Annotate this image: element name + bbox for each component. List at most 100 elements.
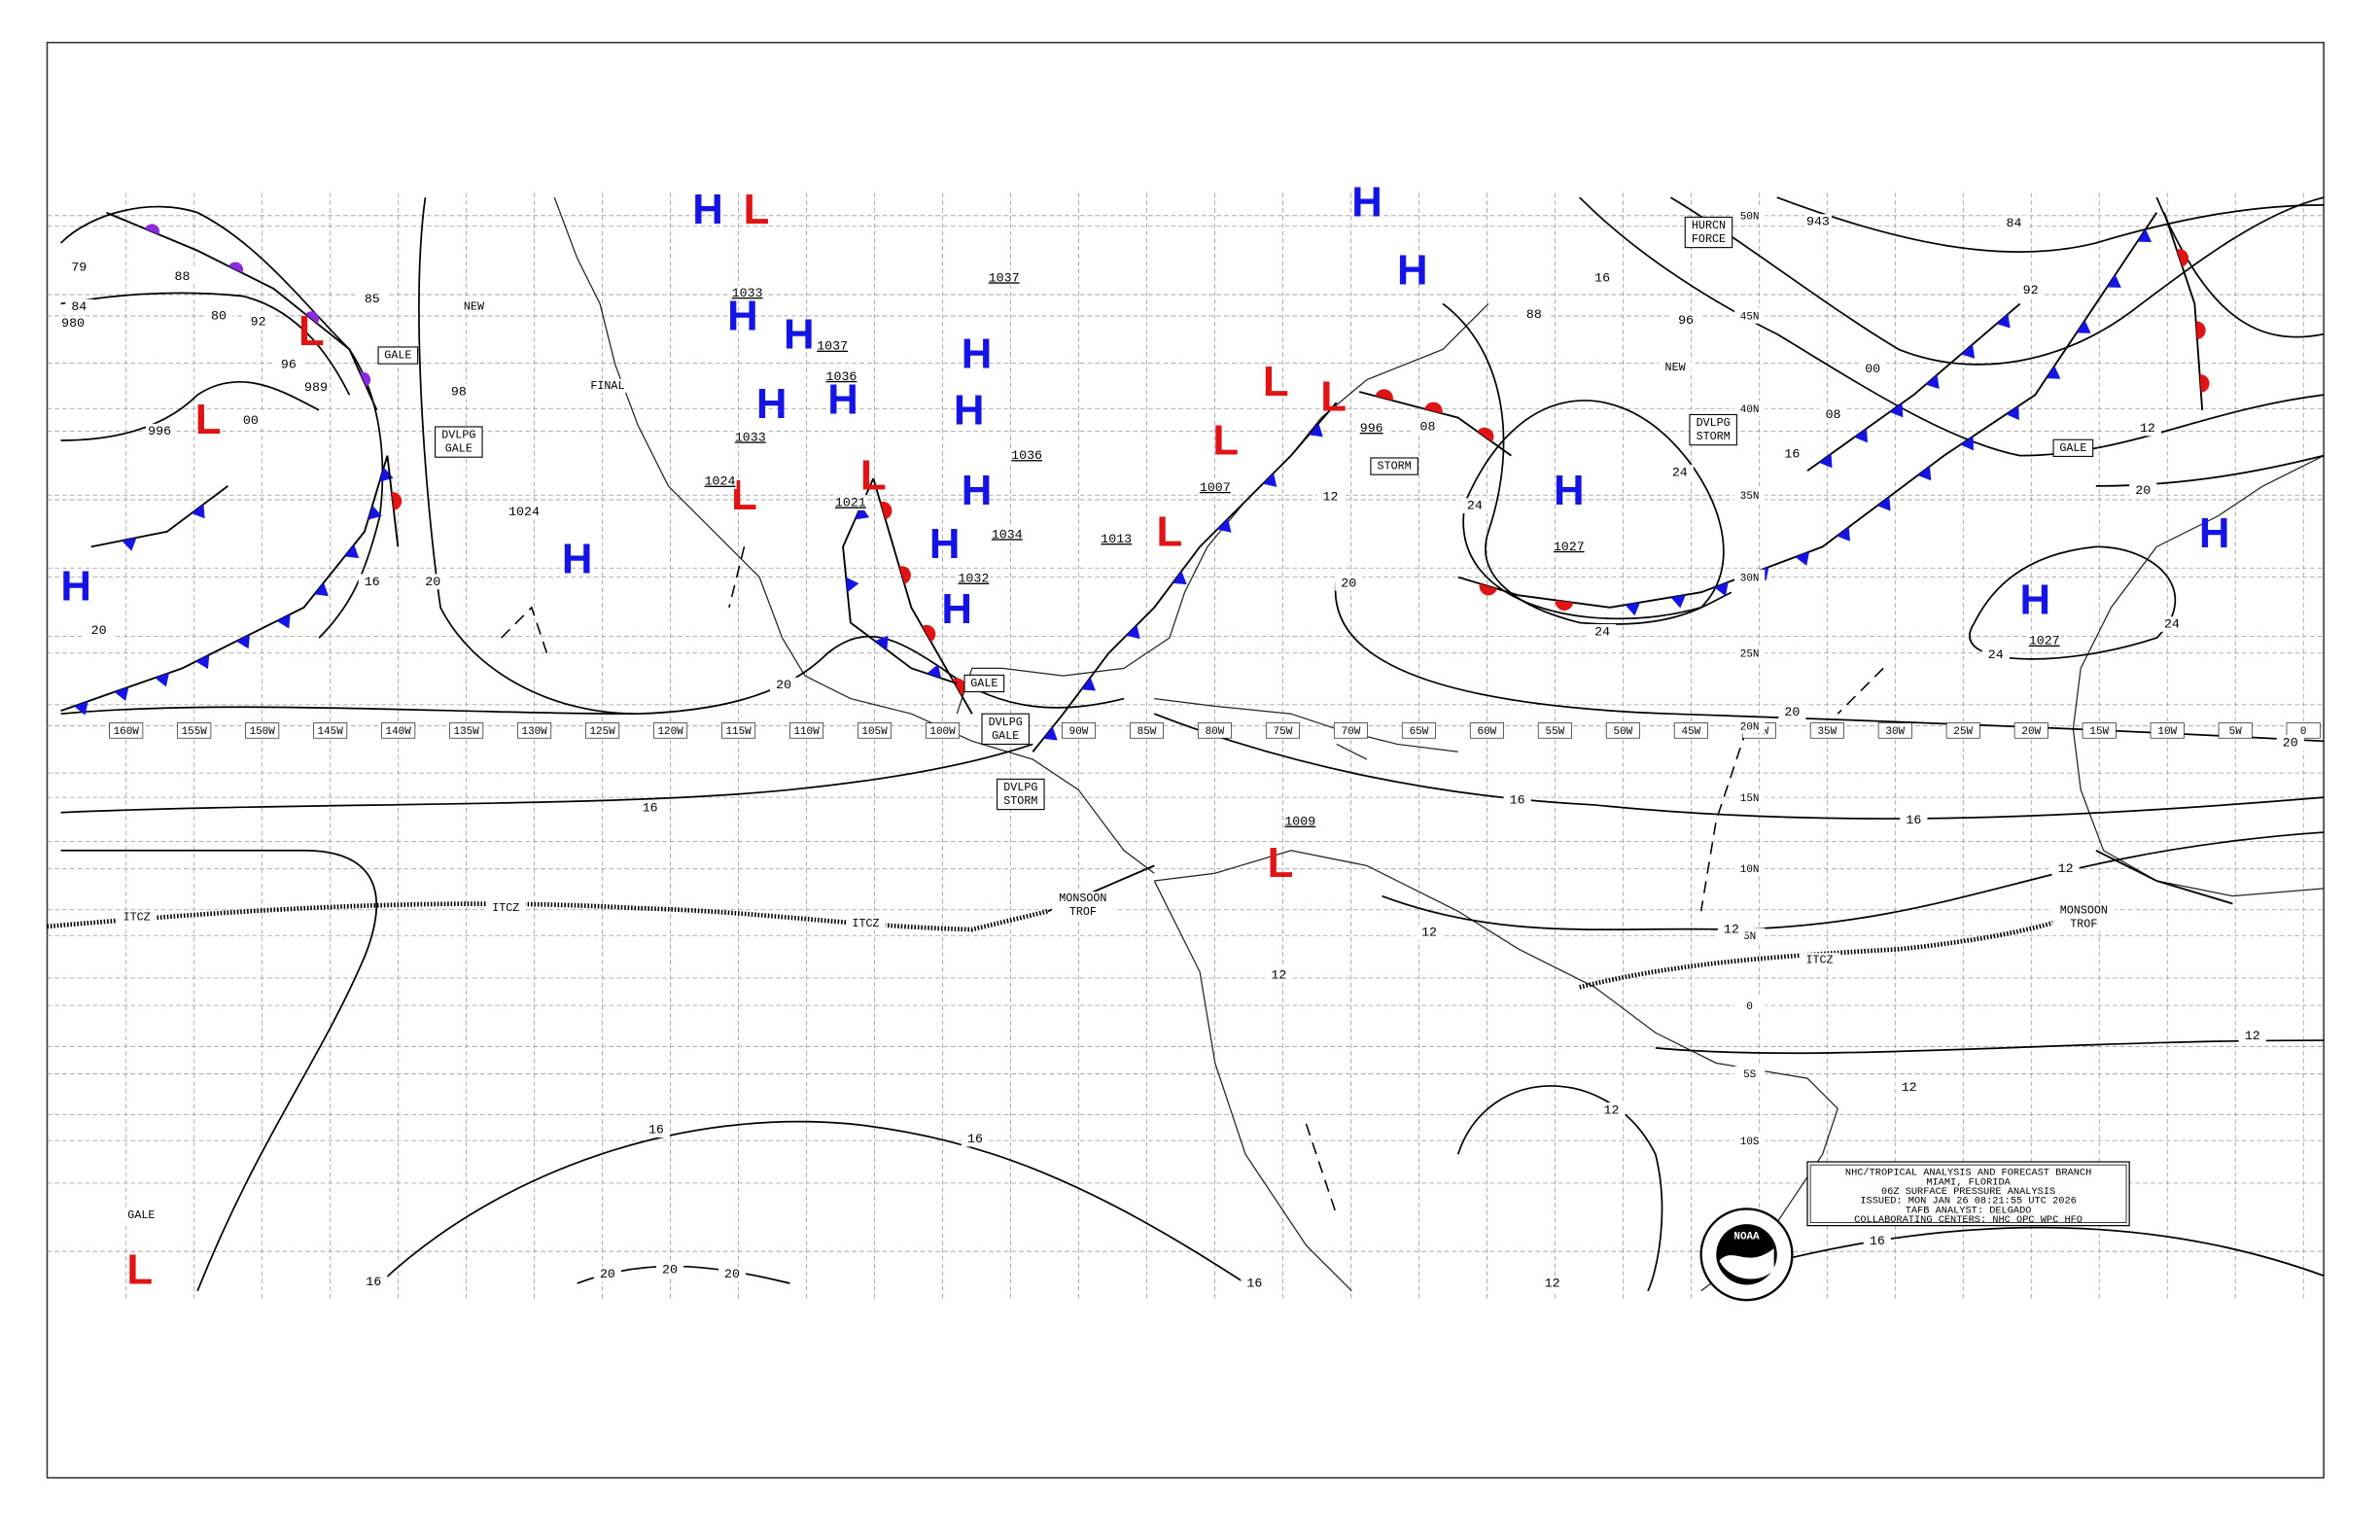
lon-label-box — [2082, 722, 2117, 739]
lat-label-box — [1734, 569, 1766, 585]
feature-label: STORM — [1378, 460, 1412, 473]
pressure-value-bg — [1283, 814, 1317, 829]
lon-label: 45W — [1682, 726, 1701, 738]
info-box: NHC/TROPICAL ANALYSIS AND FORECAST BRANC… — [1806, 1161, 2130, 1227]
isobar-label: 16 — [967, 1132, 983, 1146]
lon-label-box — [2013, 722, 2048, 739]
isobar-label: 12 — [1902, 1080, 1917, 1095]
isobar-label: 79 — [71, 260, 87, 274]
pressure-value: 1034 — [992, 527, 1023, 542]
isobar-label: 16 — [1246, 1277, 1262, 1291]
lon-label-box — [1469, 722, 1504, 739]
lat-label: 25N — [1740, 648, 1760, 660]
isobar-label: 12 — [1421, 926, 1437, 940]
isobar-label-bg — [2133, 420, 2161, 437]
isobar-label: 88 — [1526, 307, 1542, 322]
warm-front-bump — [2195, 321, 2206, 340]
isobar-label: 16 — [1510, 793, 1525, 808]
lat-label-box — [1734, 487, 1766, 504]
lat-label-box — [1734, 718, 1766, 734]
feature-label-bg — [117, 910, 157, 925]
warm-front-bump — [922, 624, 936, 643]
pressure-center-symbol: H — [692, 186, 723, 233]
lon-label: 35W — [1817, 726, 1837, 738]
pressure-center-symbol: L — [744, 186, 770, 233]
cold-front-barb — [368, 505, 382, 520]
lon-label: 5W — [2229, 726, 2243, 738]
lon-label-box — [1537, 722, 1572, 739]
isobar-label: 00 — [243, 413, 259, 428]
isobar-label-bg — [1803, 214, 1832, 229]
cold-front-barb — [1172, 571, 1187, 585]
page-frame — [46, 41, 2325, 1479]
isobar-label-bg — [1335, 576, 1363, 591]
isobar-label-bg — [301, 379, 331, 396]
warm-front — [872, 477, 973, 715]
feature-label-bg — [458, 299, 490, 314]
warm-front-bump — [1555, 600, 1574, 611]
pressure-center-symbol: H — [2199, 509, 2230, 557]
feature-label-box — [1689, 413, 1737, 446]
lon-label-box — [1673, 722, 1708, 739]
pressure-value: 1033 — [732, 286, 763, 300]
lat-label: 10S — [1740, 1137, 1760, 1148]
isobar — [60, 292, 351, 396]
isobar-label: 88 — [175, 269, 191, 284]
isobar-label: 92 — [2023, 283, 2039, 298]
isobar-label-bg — [593, 1266, 621, 1282]
pressure-value: 1024 — [705, 474, 736, 489]
feature-label: GALE — [127, 1208, 155, 1222]
feature-label-bg — [1659, 361, 1692, 375]
isobar-label: 996 — [148, 424, 171, 438]
info-box-inner — [1809, 1164, 2127, 1223]
isobar — [1579, 196, 2325, 457]
isobar-label: 00 — [1865, 362, 1880, 376]
isobar-label-bg — [419, 574, 447, 590]
warm-front — [1358, 391, 1512, 457]
pressure-value-bg — [1354, 420, 1388, 437]
pressure-value-bg — [824, 368, 858, 385]
feature-label: DVLPG — [1697, 416, 1731, 430]
isobar — [1669, 196, 2325, 366]
isobar-label-bg — [358, 574, 386, 590]
lon-label-box — [381, 722, 416, 739]
pressure-center-symbol: H — [962, 331, 993, 378]
isobar-label: 20 — [662, 1262, 678, 1277]
isobar-label-bg — [1589, 624, 1617, 640]
coastline — [956, 302, 1489, 715]
feature-label-box — [997, 778, 1045, 811]
lon-label: 15W — [2089, 726, 2109, 738]
isobar-label-bg — [1778, 446, 1806, 462]
lon-label: 150W — [250, 726, 276, 738]
lon-label-box — [721, 722, 756, 739]
isobar-label-bg — [2129, 482, 2157, 499]
isobar-label-bg — [961, 1131, 990, 1147]
cold-front — [90, 485, 228, 548]
lon-label: 110W — [793, 726, 820, 738]
isobar-label-bg — [1819, 406, 1847, 423]
isobar-label: 85 — [365, 292, 380, 306]
pressure-value: 1027 — [1554, 540, 1585, 554]
isobar-label-bg — [1538, 1276, 1566, 1291]
isobar-label-bg — [1503, 792, 1531, 809]
pressure-center-symbol: H — [1351, 178, 1382, 226]
cold-front-barb — [1960, 436, 1974, 451]
lon-label-box — [1945, 722, 1980, 739]
cold-front-barb — [1795, 551, 1810, 566]
feature-label-box — [1370, 457, 1418, 475]
isobar-label: 16 — [1906, 813, 1921, 827]
isobar-label-bg — [274, 357, 302, 372]
pressure-value-bg — [987, 270, 1021, 286]
pressure-value-bg — [1009, 447, 1044, 464]
isobar-label-bg — [1460, 498, 1488, 513]
isobar-label: 08 — [1420, 419, 1436, 434]
isobar-label-bg — [2000, 215, 2028, 231]
occluded-front-bump — [145, 224, 160, 235]
lat-label: 5S — [1743, 1069, 1757, 1081]
isobar — [60, 380, 320, 441]
surface-trough — [501, 546, 1884, 1215]
lon-label: 125W — [590, 726, 616, 738]
pressure-center-symbol: H — [1554, 467, 1585, 514]
isobar — [379, 1120, 1246, 1284]
cold-front-barb — [1714, 581, 1729, 597]
